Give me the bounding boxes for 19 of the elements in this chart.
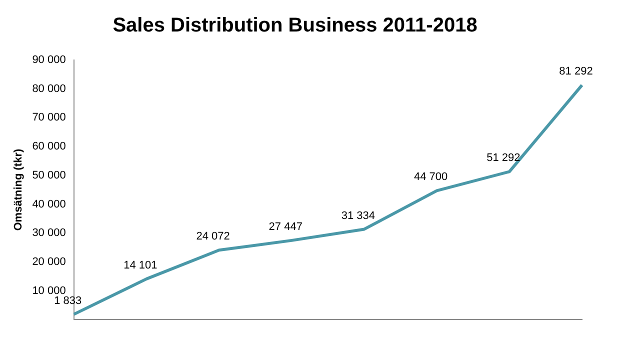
y-tick-label: 20 000	[32, 256, 66, 268]
data-label: 24 072	[196, 230, 230, 243]
y-tick-label: 10 000	[32, 284, 66, 297]
y-tick-label: 60 000	[32, 140, 66, 153]
data-label: 1 833	[54, 294, 82, 307]
chart-title: Sales Distribution Business 2011-2018	[112, 14, 478, 37]
data-label: 27 447	[268, 220, 302, 233]
data-label: 14 101	[124, 259, 158, 272]
y-tick-label: 30 000	[32, 227, 66, 240]
y-tick-label: 90 000	[32, 54, 66, 66]
y-axis-title: Omsätning (tkr)	[12, 148, 25, 231]
y-tick-label: 40 000	[32, 198, 66, 210]
data-label: 31 334	[341, 210, 376, 222]
data-label: 44 700	[414, 171, 448, 184]
y-tick-label: 50 000	[32, 169, 66, 182]
data-label: 51 292	[486, 152, 520, 164]
y-tick-label: 70 000	[32, 112, 66, 124]
data-label: 81 292	[559, 66, 593, 78]
y-tick-label: 80 000	[32, 82, 66, 95]
